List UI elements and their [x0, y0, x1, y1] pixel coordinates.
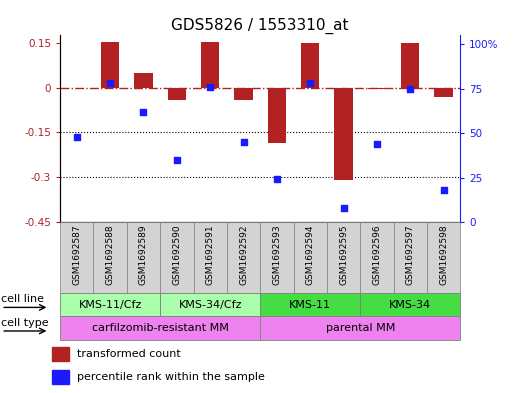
Bar [334, 88, 353, 180]
Bar [127, 222, 160, 293]
Point [306, 80, 314, 86]
Point [272, 176, 281, 182]
Bar [427, 222, 460, 293]
Bar [227, 222, 260, 293]
Text: GSM1692596: GSM1692596 [372, 224, 381, 285]
Text: GSM1692591: GSM1692591 [206, 224, 214, 285]
Text: GSM1692594: GSM1692594 [306, 224, 315, 285]
Bar [168, 88, 186, 99]
Point [439, 187, 448, 193]
Bar [301, 44, 320, 88]
Point [206, 84, 214, 90]
Text: percentile rank within the sample: percentile rank within the sample [77, 372, 265, 382]
Bar [394, 222, 427, 293]
Bar [160, 222, 194, 293]
Bar [234, 88, 253, 99]
Bar [368, 88, 386, 89]
Bar [260, 293, 360, 316]
Bar [360, 222, 393, 293]
Bar [401, 44, 419, 88]
Bar [60, 316, 260, 340]
Point [139, 109, 147, 115]
Bar [94, 222, 127, 293]
Text: GSM1692589: GSM1692589 [139, 224, 148, 285]
Text: KMS-11/Cfz: KMS-11/Cfz [78, 299, 142, 310]
Text: GSM1692598: GSM1692598 [439, 224, 448, 285]
Bar [52, 347, 69, 361]
Bar [293, 222, 327, 293]
Bar [360, 293, 460, 316]
Text: cell type: cell type [1, 318, 49, 328]
Point [240, 139, 248, 145]
Point [173, 157, 181, 163]
Point [373, 141, 381, 147]
Bar [327, 222, 360, 293]
Bar [60, 222, 94, 293]
Bar [268, 88, 286, 143]
Point [339, 205, 348, 211]
Text: GSM1692595: GSM1692595 [339, 224, 348, 285]
Text: parental MM: parental MM [325, 323, 395, 333]
Bar [260, 222, 293, 293]
Bar [160, 293, 260, 316]
Point [106, 80, 115, 86]
Text: GSM1692593: GSM1692593 [272, 224, 281, 285]
Bar [260, 316, 460, 340]
Title: GDS5826 / 1553310_at: GDS5826 / 1553310_at [172, 18, 349, 34]
Bar [101, 42, 119, 88]
Text: carfilzomib-resistant MM: carfilzomib-resistant MM [92, 323, 229, 333]
Text: GSM1692588: GSM1692588 [106, 224, 115, 285]
Bar [60, 293, 160, 316]
Text: GSM1692597: GSM1692597 [406, 224, 415, 285]
Bar [52, 370, 69, 384]
Text: GSM1692590: GSM1692590 [173, 224, 181, 285]
Text: transformed count: transformed count [77, 349, 180, 359]
Text: KMS-34: KMS-34 [389, 299, 431, 310]
Text: GSM1692592: GSM1692592 [239, 224, 248, 285]
Bar [134, 73, 153, 88]
Text: KMS-11: KMS-11 [289, 299, 331, 310]
Bar [435, 88, 453, 97]
Text: GSM1692587: GSM1692587 [72, 224, 81, 285]
Bar [194, 222, 227, 293]
Bar [201, 42, 219, 88]
Text: cell line: cell line [1, 294, 44, 305]
Point [406, 86, 414, 92]
Point [73, 134, 81, 140]
Text: KMS-34/Cfz: KMS-34/Cfz [178, 299, 242, 310]
